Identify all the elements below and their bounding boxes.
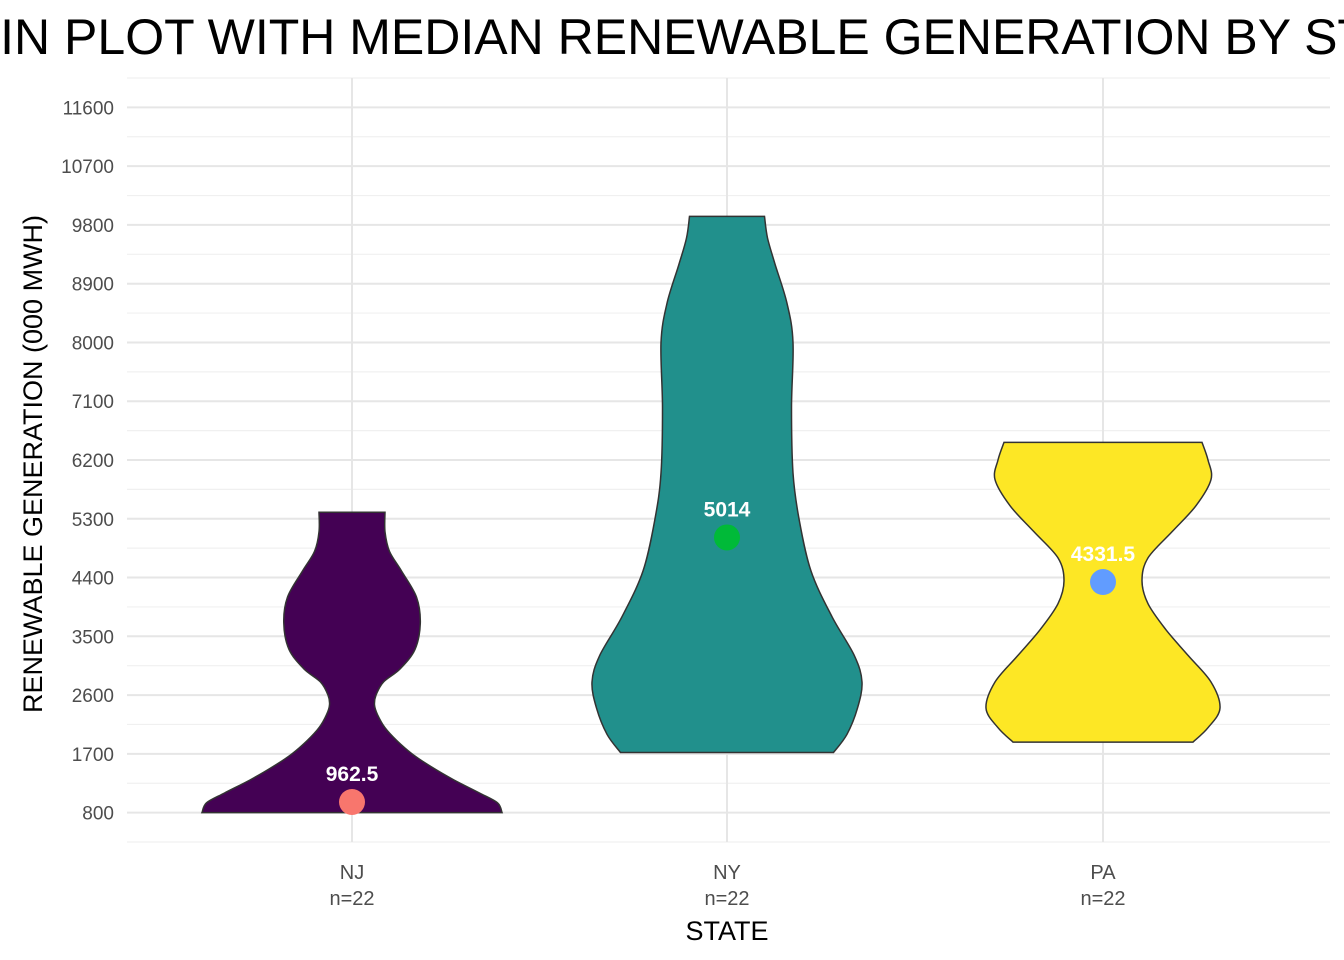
x-tick-label-ny: NY bbox=[713, 862, 741, 884]
median-label-nj: 962.5 bbox=[326, 763, 379, 786]
x-tick-count-nj: n=22 bbox=[329, 888, 374, 910]
y-tick-label: 9800 bbox=[72, 216, 114, 237]
y-tick-label: 3500 bbox=[72, 627, 114, 648]
y-tick-label: 10700 bbox=[61, 157, 114, 178]
median-label-pa: 4331.5 bbox=[1071, 543, 1136, 566]
y-axis-label: RENEWABLE GENERATION (000 MWH) bbox=[18, 215, 48, 713]
x-axis-label: STATE bbox=[685, 916, 768, 946]
y-tick-label: 5300 bbox=[72, 510, 114, 531]
y-tick-label: 800 bbox=[82, 804, 114, 825]
x-tick-label-pa: PA bbox=[1090, 862, 1116, 884]
median-label-ny: 5014 bbox=[704, 498, 751, 521]
y-tick-label: 4400 bbox=[72, 569, 114, 590]
x-tick-label-nj: NJ bbox=[340, 862, 364, 884]
y-tick-label: 7100 bbox=[72, 392, 114, 413]
median-markers: 962.5 5014 4331.5 bbox=[326, 498, 1136, 816]
y-tick-label: 2600 bbox=[72, 686, 114, 707]
y-tick-label: 11600 bbox=[63, 98, 114, 119]
chart-title: VIOLIN PLOT WITH MEDIAN RENEWABLE GENERA… bbox=[0, 9, 1344, 65]
y-tick-label: 1700 bbox=[72, 745, 114, 766]
x-tick-count-ny: n=22 bbox=[704, 888, 749, 910]
violin-ny bbox=[591, 215, 863, 754]
y-tick-label: 6200 bbox=[72, 451, 114, 472]
y-tick-label: 8000 bbox=[72, 333, 114, 354]
x-tick-count-pa: n=22 bbox=[1080, 888, 1125, 910]
axes: 800 1700 2600 3500 4400 5300 6200 7100 8000 8900 9… bbox=[61, 98, 1125, 910]
violin-nj bbox=[200, 511, 504, 814]
median-point-pa bbox=[1090, 569, 1116, 596]
y-tick-label: 8900 bbox=[72, 275, 114, 296]
median-point-nj bbox=[339, 789, 365, 816]
median-point-ny bbox=[714, 524, 740, 551]
